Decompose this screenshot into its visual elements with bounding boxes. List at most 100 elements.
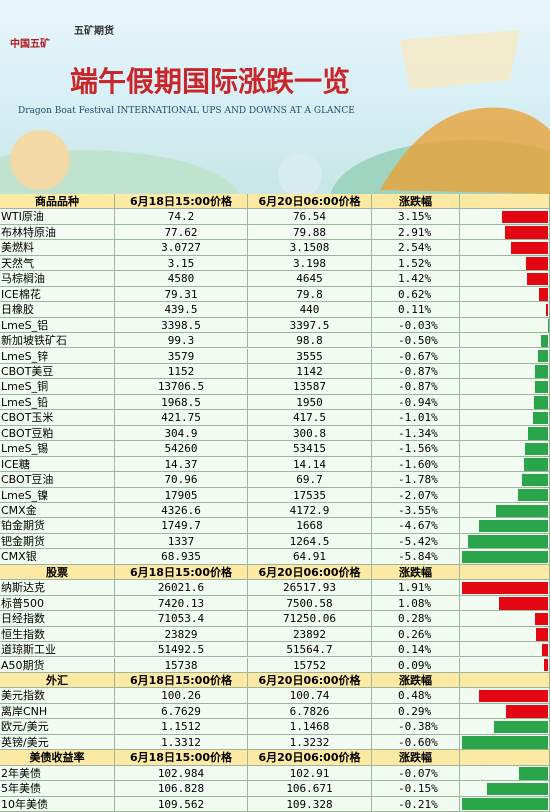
change-bar bbox=[538, 288, 548, 301]
price-after: 15752 bbox=[248, 657, 372, 673]
header-blank bbox=[460, 194, 550, 210]
change-percent: 0.09% bbox=[372, 657, 460, 673]
item-name: CMX金 bbox=[0, 503, 115, 519]
column-header: 商品品种 bbox=[0, 194, 115, 210]
change-percent: 1.08% bbox=[372, 595, 460, 612]
change-bar bbox=[505, 226, 548, 239]
change-percent: 0.48% bbox=[372, 688, 460, 704]
column-header: 涨跌幅 bbox=[372, 564, 460, 581]
item-name: ICE棉花 bbox=[0, 286, 115, 303]
change-percent: -0.38% bbox=[372, 719, 460, 735]
change-percent: 1.91% bbox=[372, 580, 460, 596]
bar-cell bbox=[460, 286, 550, 303]
column-header: 美债收益率 bbox=[0, 750, 115, 766]
price-after: 23892 bbox=[248, 626, 372, 643]
price-after: 3397.5 bbox=[248, 317, 372, 334]
bar-cell bbox=[460, 317, 550, 334]
brand-text: 五矿期货 bbox=[74, 26, 114, 37]
price-after: 51564.7 bbox=[248, 642, 372, 658]
change-bar bbox=[468, 535, 548, 548]
price-before: 71053.4 bbox=[115, 611, 248, 627]
price-before: 4326.6 bbox=[115, 503, 248, 519]
price-before: 6.7629 bbox=[115, 703, 248, 720]
price-after: 1950 bbox=[248, 394, 372, 411]
price-before: 15738 bbox=[115, 657, 248, 673]
bar-cell bbox=[460, 333, 550, 349]
price-before: 421.75 bbox=[115, 410, 248, 426]
column-header: 6月20日06:00价格 bbox=[248, 564, 372, 581]
bar-cell bbox=[460, 348, 550, 364]
price-after: 69.7 bbox=[248, 472, 372, 488]
item-name: 天然气 bbox=[0, 255, 115, 272]
banner-subtitle: Dragon Boat Festival INTERNATIONAL UPS A… bbox=[18, 106, 355, 116]
item-name: 2年美债 bbox=[0, 765, 115, 782]
price-after: 4645 bbox=[248, 271, 372, 287]
item-name: CBOT玉米 bbox=[0, 410, 115, 426]
header-blank bbox=[460, 672, 550, 689]
price-after: 98.8 bbox=[248, 333, 372, 349]
change-percent: -0.94% bbox=[372, 394, 460, 411]
item-name: CBOT美豆 bbox=[0, 363, 115, 380]
price-before: 1.1512 bbox=[115, 719, 248, 735]
price-before: 14.37 bbox=[115, 456, 248, 473]
change-bar bbox=[495, 504, 548, 517]
price-after: 300.8 bbox=[248, 425, 372, 442]
change-percent: 2.54% bbox=[372, 240, 460, 256]
price-after: 106.671 bbox=[248, 781, 372, 797]
change-percent: -1.56% bbox=[372, 441, 460, 457]
price-after: 1.3232 bbox=[248, 734, 372, 751]
item-name: LmeS_镍 bbox=[0, 487, 115, 503]
price-after: 4172.9 bbox=[248, 503, 372, 519]
column-header: 6月20日06:00价格 bbox=[248, 194, 372, 210]
price-before: 1.3312 bbox=[115, 734, 248, 751]
item-name: 钯金期货 bbox=[0, 533, 115, 550]
price-before: 1152 bbox=[115, 363, 248, 380]
price-after: 53415 bbox=[248, 441, 372, 457]
column-header: 涨跌幅 bbox=[372, 672, 460, 689]
price-after: 3555 bbox=[248, 348, 372, 364]
change-bar bbox=[462, 736, 548, 749]
price-before: 77.62 bbox=[115, 224, 248, 241]
change-bar bbox=[527, 272, 548, 286]
change-percent: -0.67% bbox=[372, 348, 460, 364]
change-bar bbox=[525, 442, 548, 456]
price-after: 417.5 bbox=[248, 410, 372, 426]
price-after: 79.8 bbox=[248, 286, 372, 303]
item-name: 纳斯达克 bbox=[0, 580, 115, 596]
price-after: 76.54 bbox=[248, 209, 372, 225]
header-blank bbox=[460, 750, 550, 766]
change-bar bbox=[528, 427, 548, 440]
change-percent: -4.67% bbox=[372, 518, 460, 534]
column-header: 6月18日15:00价格 bbox=[115, 564, 248, 581]
change-bar bbox=[479, 519, 548, 533]
header-blank bbox=[460, 564, 550, 581]
change-percent: 0.11% bbox=[372, 302, 460, 318]
price-after: 79.88 bbox=[248, 224, 372, 241]
change-percent: 0.26% bbox=[372, 626, 460, 643]
price-after: 3.1508 bbox=[248, 240, 372, 256]
price-after: 3.198 bbox=[248, 255, 372, 272]
price-after: 14.14 bbox=[248, 456, 372, 473]
change-percent: -0.21% bbox=[372, 796, 460, 812]
change-percent: -1.60% bbox=[372, 456, 460, 473]
change-percent: -1.01% bbox=[372, 410, 460, 426]
change-percent: 2.91% bbox=[372, 224, 460, 241]
price-before: 68.935 bbox=[115, 549, 248, 565]
change-percent: -1.34% bbox=[372, 425, 460, 442]
change-percent: -0.50% bbox=[372, 333, 460, 349]
item-name: ICE糖 bbox=[0, 456, 115, 473]
item-name: LmeS_铜 bbox=[0, 379, 115, 395]
price-before: 102.984 bbox=[115, 765, 248, 782]
change-percent: -5.42% bbox=[372, 533, 460, 550]
price-after: 109.328 bbox=[248, 796, 372, 812]
price-before: 304.9 bbox=[115, 425, 248, 442]
change-bar bbox=[479, 689, 548, 703]
change-percent: 1.42% bbox=[372, 271, 460, 287]
item-name: 5年美债 bbox=[0, 781, 115, 797]
price-before: 109.562 bbox=[115, 796, 248, 812]
price-before: 79.31 bbox=[115, 286, 248, 303]
change-percent: 0.28% bbox=[372, 611, 460, 627]
price-before: 17905 bbox=[115, 487, 248, 503]
price-before: 3398.5 bbox=[115, 317, 248, 334]
